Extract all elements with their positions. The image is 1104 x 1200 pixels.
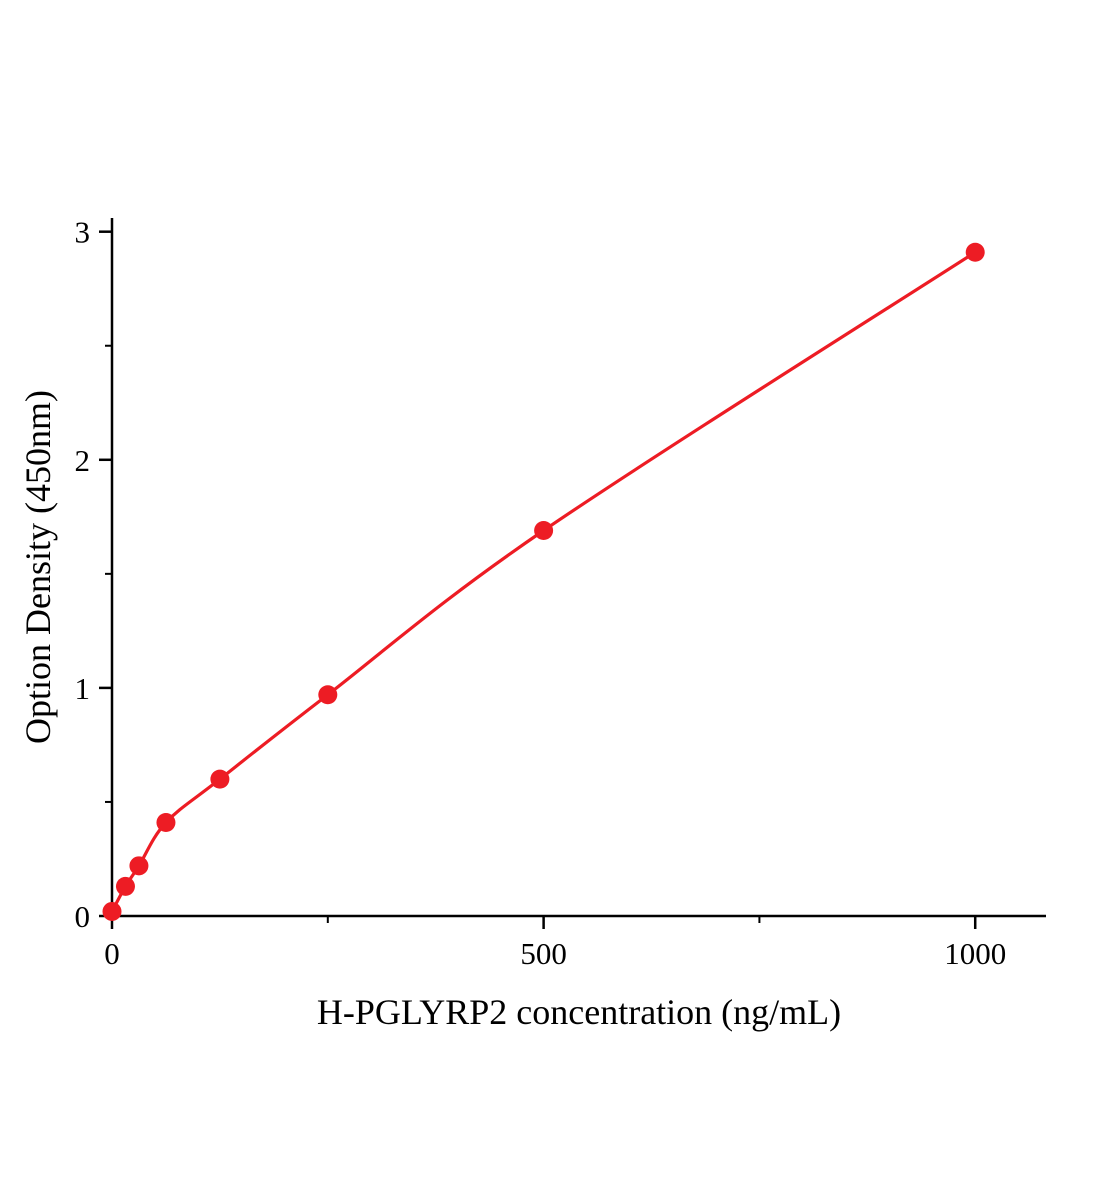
data-point-marker [129,856,149,876]
data-point-marker [965,242,985,262]
x-tick-label: 0 [104,936,120,971]
data-point-marker [210,769,230,789]
data-point-marker [534,521,554,540]
data-point-marker [156,812,176,832]
fit-curve [110,250,977,914]
x-tick-label: 1000 [944,936,1006,971]
data-point-marker [115,876,135,896]
y-tick-label: 1 [75,671,91,706]
y-tick-label: 0 [75,899,91,934]
data-point-marker [318,685,338,705]
x-tick-label: 500 [520,936,567,971]
data-point-marker [102,901,122,921]
y-tick-label: 2 [75,443,91,478]
y-axis-title: Option Density (450nm) [18,390,58,744]
y-tick-label: 3 [75,215,91,250]
x-axis-title: H-PGLYRP2 concentration (ng/mL) [317,992,841,1032]
